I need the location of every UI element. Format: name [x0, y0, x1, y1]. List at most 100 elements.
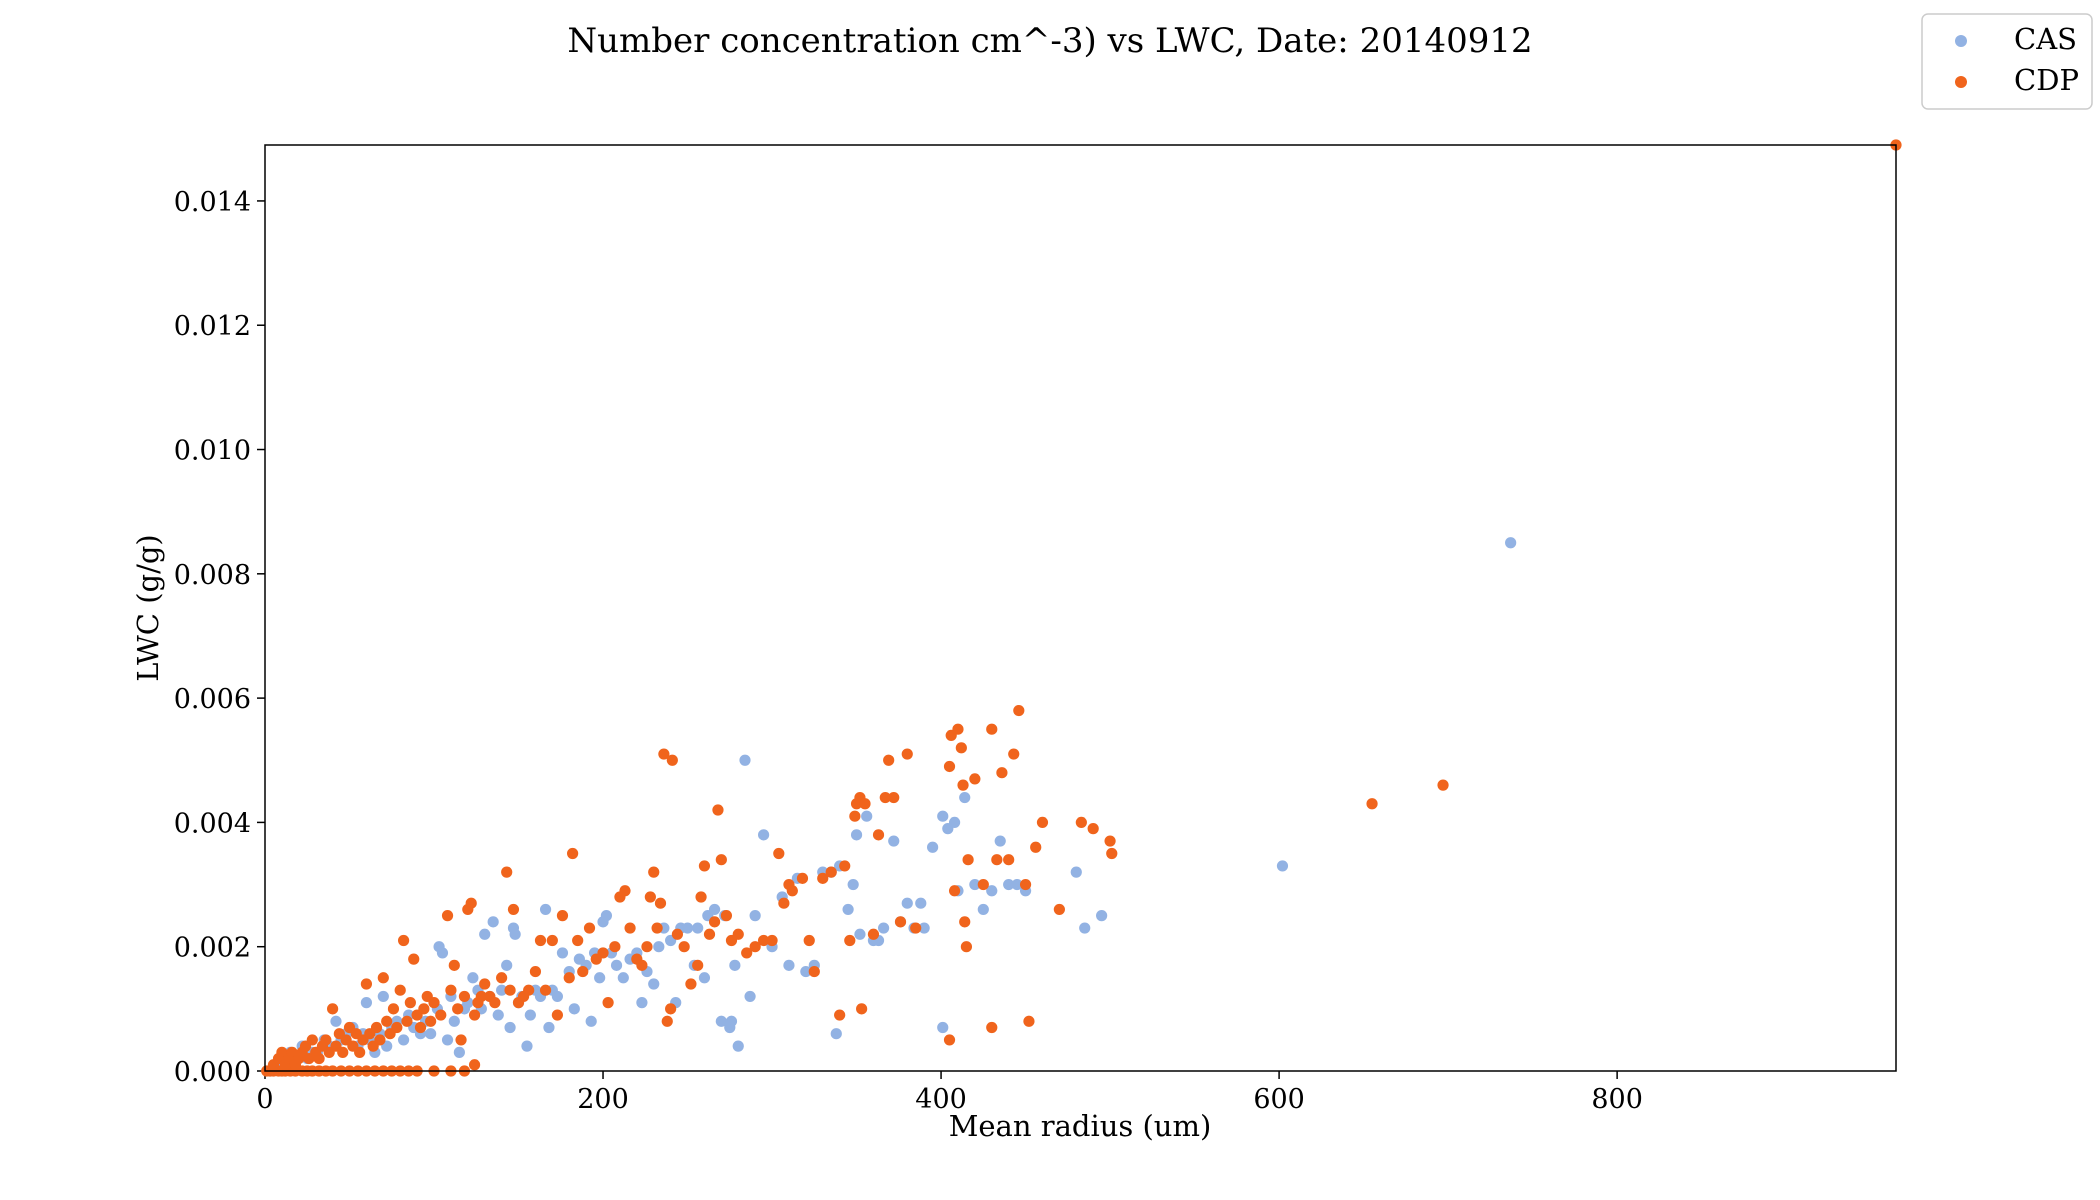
cdp-point	[489, 997, 501, 1009]
cdp-point	[1003, 854, 1015, 866]
cas-point	[436, 947, 449, 959]
cdp-point	[529, 965, 542, 978]
cdp-point	[567, 847, 579, 860]
cdp-point	[354, 1046, 366, 1058]
y-tick-label: 0.004	[174, 808, 251, 839]
cdp-point	[448, 959, 460, 971]
cas-point	[441, 1034, 454, 1046]
cdp-point	[658, 748, 670, 760]
cas-point	[800, 965, 812, 978]
cas-point	[986, 885, 998, 897]
cdp-point	[839, 860, 851, 872]
cas-point	[556, 947, 569, 959]
cdp-point	[648, 866, 660, 878]
cas-point	[509, 928, 521, 940]
cdp-point	[817, 872, 829, 884]
cas-point	[467, 972, 479, 984]
cas-point	[648, 978, 660, 990]
cas-point	[594, 972, 606, 984]
y-tick-label: 0.006	[174, 684, 251, 715]
cdp-point	[692, 959, 704, 971]
cas-point	[504, 1021, 516, 1034]
cdp-point	[387, 1003, 400, 1015]
cdp-point	[712, 804, 724, 816]
cas-point	[543, 1021, 555, 1034]
cas-point	[448, 1015, 460, 1027]
x-tick-label: 400	[915, 1084, 967, 1115]
cas-point	[585, 1015, 597, 1027]
cdp-point	[665, 1003, 677, 1015]
cdp-point	[1008, 748, 1020, 760]
cdp-point	[757, 934, 770, 947]
cdp-point	[883, 754, 895, 766]
chart-title: Number concentration cm^-3) vs LWC, Date…	[567, 21, 1532, 61]
cas-point	[617, 972, 629, 984]
legend-label-cas: CAS	[2014, 22, 2077, 56]
cdp-point	[1437, 779, 1449, 791]
cas-point	[539, 903, 552, 916]
cas-point	[901, 897, 913, 909]
cdp-point	[452, 1003, 464, 1015]
cdp-point	[986, 723, 998, 735]
cas-point	[425, 1028, 437, 1040]
data-points	[261, 139, 1902, 1077]
cdp-point	[418, 1003, 430, 1015]
x-tick-label: 200	[577, 1084, 629, 1115]
cas-point	[524, 1009, 536, 1021]
cdp-point	[507, 903, 520, 916]
cas-point	[692, 922, 704, 934]
cas-point	[877, 922, 890, 934]
cdp-point	[425, 1015, 437, 1027]
cdp-point	[856, 1003, 868, 1015]
cdp-point	[715, 854, 727, 866]
cdp-point	[327, 1003, 339, 1015]
cas-point	[729, 959, 741, 971]
cdp-point	[943, 1034, 956, 1046]
x-tick-label: 800	[1591, 1084, 1643, 1115]
cas-point	[708, 903, 721, 916]
cdp-point	[523, 984, 535, 996]
cas-point	[600, 910, 613, 922]
cdp-point	[678, 941, 690, 953]
y-tick-label: 0.010	[174, 436, 251, 467]
cas-point	[479, 928, 491, 940]
cas-point	[739, 754, 751, 766]
cas-point	[1003, 878, 1015, 891]
cdp-point	[577, 965, 589, 978]
cdp-point	[969, 773, 981, 785]
cdp-point	[867, 928, 880, 940]
cas-point	[850, 829, 863, 841]
x-axis-ticks: 0 200 400 600 800	[256, 1071, 1643, 1115]
cas-point	[847, 878, 859, 891]
cdp-point	[441, 910, 454, 922]
cdp-point	[468, 1009, 481, 1021]
series-cas	[264, 537, 1517, 1077]
cdp-point	[1104, 835, 1116, 847]
cdp-point	[546, 934, 558, 947]
cdp-point	[695, 891, 707, 903]
cas-point	[959, 791, 971, 804]
cas-point	[969, 878, 981, 891]
cdp-point	[404, 997, 416, 1009]
cdp-point	[636, 959, 648, 971]
cdp-point	[644, 891, 656, 903]
cdp-point	[563, 972, 575, 984]
cdp-point	[959, 916, 971, 928]
cdp-point	[732, 928, 744, 940]
cdp-point	[778, 897, 790, 909]
cdp-point	[879, 791, 891, 804]
cas-point	[994, 835, 1006, 847]
cdp-point	[391, 1021, 403, 1034]
cdp-point	[955, 742, 967, 754]
cdp-point	[991, 854, 1003, 866]
cdp-point	[597, 947, 609, 959]
cdp-point	[619, 885, 631, 897]
legend: CAS CDP	[1921, 13, 2093, 110]
cdp-point	[377, 972, 389, 984]
cdp-point	[766, 934, 778, 947]
cas-point	[861, 810, 873, 822]
cdp-point	[708, 916, 721, 928]
cdp-point	[894, 916, 907, 928]
cdp-point	[720, 910, 733, 922]
